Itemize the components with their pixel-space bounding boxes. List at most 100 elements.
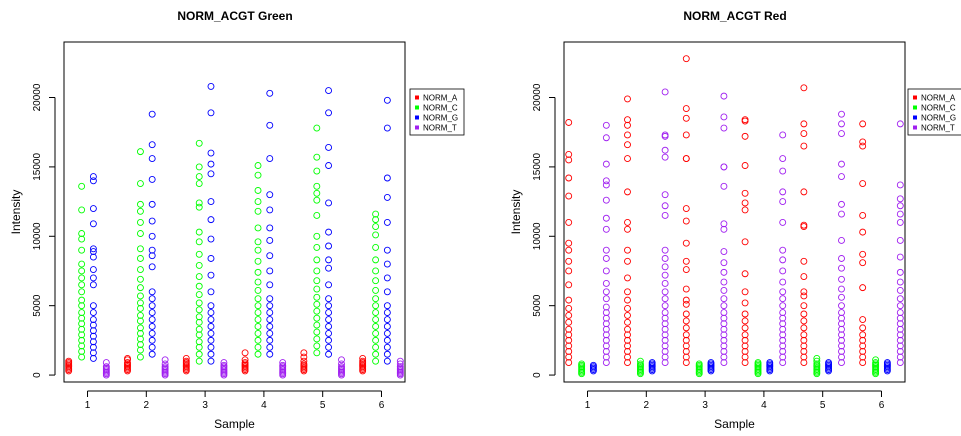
data-point [136, 299, 144, 307]
data-point [89, 316, 97, 324]
data-point [624, 331, 631, 339]
data-point [148, 155, 156, 163]
y-tick-label: 0 [32, 372, 43, 378]
data-point [682, 285, 690, 293]
data-point [800, 342, 808, 350]
data-point [325, 199, 333, 207]
data-point [896, 336, 904, 344]
data-point [624, 318, 631, 326]
data-point [720, 225, 728, 233]
data-point [661, 191, 669, 199]
data-point [313, 321, 321, 329]
series-norm-c [578, 354, 880, 378]
data-point [325, 309, 333, 317]
data-point [195, 228, 203, 236]
data-point [254, 286, 262, 294]
data-point [325, 162, 333, 169]
data-point [161, 360, 169, 368]
data-point [779, 198, 787, 206]
data-point [136, 284, 144, 292]
data-point [624, 131, 631, 139]
data-point [838, 302, 845, 310]
data-point [838, 236, 845, 244]
x-tick-label: 4 [761, 400, 767, 411]
data-point [720, 182, 728, 190]
data-point [720, 342, 728, 350]
data-point [896, 309, 904, 317]
data-point [383, 316, 391, 324]
data-point [136, 245, 144, 253]
data-point [602, 348, 610, 355]
data-point [624, 342, 631, 350]
data-point [565, 318, 573, 326]
data-point [78, 260, 86, 268]
data-point [396, 360, 404, 368]
data-point [800, 223, 808, 231]
data-point [89, 245, 97, 253]
data-point [383, 350, 391, 358]
y-tick-label: 10000 [532, 222, 543, 250]
data-point [565, 342, 573, 350]
data-point [720, 286, 728, 294]
data-point [565, 311, 573, 319]
data-point [602, 359, 610, 367]
data-point [161, 363, 169, 371]
y-tick-label: 15000 [32, 153, 43, 181]
data-point [896, 210, 904, 218]
data-point [896, 181, 904, 189]
data-point [565, 325, 573, 333]
data-point [383, 124, 391, 132]
data-point [195, 357, 203, 365]
data-point [602, 353, 610, 361]
data-point [195, 291, 203, 299]
data-point [661, 331, 669, 339]
data-point [565, 239, 573, 247]
data-point [195, 343, 203, 351]
data-point [207, 216, 215, 224]
data-point [102, 363, 110, 371]
legend-swatch [913, 125, 917, 130]
data-point [800, 257, 808, 265]
data-point [207, 109, 215, 117]
data-point [136, 148, 144, 156]
data-point [313, 328, 321, 336]
data-point [300, 353, 308, 361]
red-channel-panel: NORM_ACGT Red 1 2 3 4 5 6 Sample 0 5000 10000 15000… [509, 9, 961, 431]
data-point [661, 348, 669, 355]
data-point [661, 288, 669, 296]
data-point [602, 246, 610, 254]
data-point [872, 356, 880, 364]
data-point [313, 243, 321, 251]
data-point [78, 336, 86, 344]
data-point [338, 363, 345, 371]
data-point [624, 353, 631, 361]
data-point [741, 162, 749, 169]
data-point [207, 350, 215, 358]
data-point [838, 342, 845, 350]
data-point [741, 288, 749, 296]
data-point [78, 246, 86, 254]
data-point [254, 238, 262, 246]
series-norm-t [602, 88, 904, 367]
data-point [779, 359, 787, 367]
data-point [383, 96, 391, 104]
data-point [372, 357, 380, 365]
data-point [254, 162, 262, 169]
data-point [266, 224, 274, 232]
data-point [741, 353, 749, 361]
data-point [254, 257, 262, 265]
legend-label: NORM_T [921, 124, 955, 133]
data-point [779, 246, 787, 254]
legend-label: NORM_G [921, 114, 956, 123]
data-point [325, 295, 333, 303]
data-point [207, 336, 215, 344]
data-point [741, 117, 749, 125]
data-point [195, 318, 203, 326]
data-point [383, 343, 391, 351]
data-point [78, 182, 86, 190]
data-point [266, 302, 274, 310]
data-point [754, 359, 762, 367]
data-point [896, 325, 904, 333]
data-point [624, 141, 631, 149]
